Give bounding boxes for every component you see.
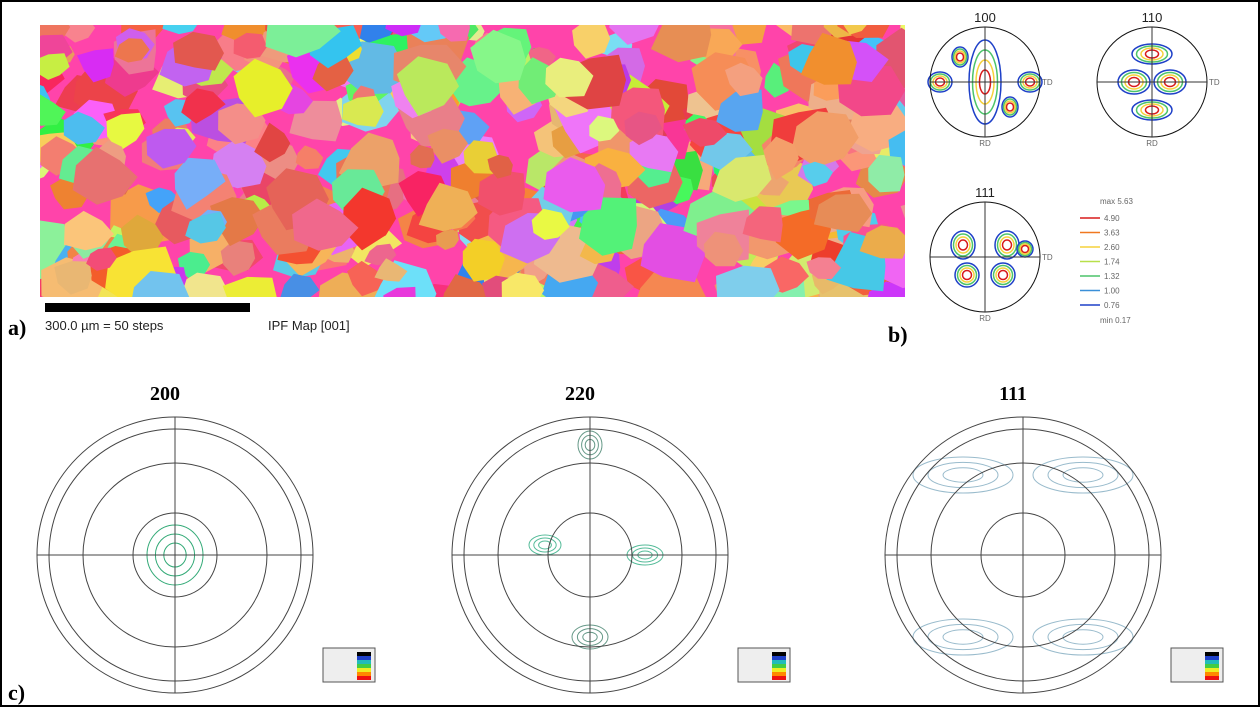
td-label: TD: [1042, 253, 1053, 262]
legend-swatch: [1205, 672, 1219, 676]
pole-title: 110: [1142, 10, 1163, 25]
legend-swatch: [772, 656, 786, 660]
pole-title: 111: [975, 185, 995, 200]
scale-bar: [45, 303, 250, 312]
legend-swatch: [772, 660, 786, 664]
legend-swatch: [357, 676, 371, 680]
legend-level: 3.63: [1104, 229, 1120, 238]
legend-swatch: [1205, 660, 1219, 664]
legend-swatch: [772, 668, 786, 672]
panel-label: b): [888, 322, 908, 347]
legend-swatch: [357, 660, 371, 664]
legend-swatch: [772, 664, 786, 668]
legend-level: 2.60: [1104, 243, 1120, 252]
legend-swatch: [357, 672, 371, 676]
pole-title: 111: [999, 383, 1027, 405]
ipf-map: [5, 0, 947, 331]
legend-swatch: [772, 676, 786, 680]
legend-swatch: [1205, 664, 1219, 668]
legend-swatch: [357, 668, 371, 672]
legend-max: max 5.63: [1100, 197, 1133, 206]
legend-level: 1.32: [1104, 272, 1120, 281]
legend-swatch: [1205, 676, 1219, 680]
map-title: IPF Map [001]: [268, 318, 350, 333]
rd-label: RD: [979, 139, 991, 148]
figure: 300.0 µm = 50 steps IPF Map [001] a) b) …: [0, 0, 1260, 707]
legend-level: 4.90: [1104, 214, 1120, 223]
pole-title: 220: [565, 383, 595, 405]
pole-title: 200: [150, 383, 180, 405]
td-label: TD: [1042, 78, 1053, 87]
rd-label: RD: [1146, 139, 1158, 148]
rd-label: RD: [979, 314, 991, 323]
legend-swatch: [1205, 656, 1219, 660]
legend-swatch: [1205, 668, 1219, 672]
legend-swatch: [772, 672, 786, 676]
legend-level: 1.00: [1104, 287, 1120, 296]
pole-title: 100: [974, 10, 996, 25]
legend-swatch: [772, 652, 786, 656]
legend-swatch: [357, 656, 371, 660]
legend-swatch: [357, 652, 371, 656]
panel-label: c): [8, 680, 25, 705]
panel-label: a): [8, 315, 26, 340]
legend-swatch: [357, 664, 371, 668]
legend-level: 0.76: [1104, 301, 1120, 310]
legend-swatch: [1205, 652, 1219, 656]
legend-min: min 0.17: [1100, 316, 1131, 325]
scale-text: 300.0 µm = 50 steps: [45, 318, 164, 333]
legend-level: 1.74: [1104, 258, 1120, 267]
td-label: TD: [1209, 78, 1220, 87]
